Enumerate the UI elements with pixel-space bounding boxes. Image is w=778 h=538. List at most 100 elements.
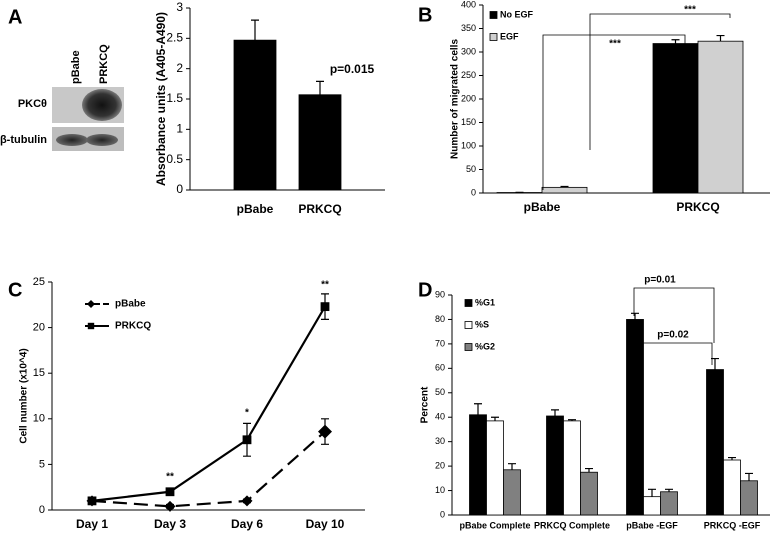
y-tick-label: 2.5 bbox=[166, 31, 183, 45]
legend-label: %S bbox=[475, 319, 489, 329]
western-blot: pBabe PRKCQ PKCθ β-tubulin bbox=[0, 44, 124, 151]
annotation: p=0.01 bbox=[644, 275, 676, 286]
y-tick-label: 1.5 bbox=[166, 91, 183, 105]
legend-marker bbox=[87, 322, 95, 330]
y-tick-label: 10 bbox=[33, 413, 45, 425]
blot-band bbox=[82, 89, 122, 121]
bar bbox=[546, 415, 564, 516]
legend-swatch bbox=[464, 343, 473, 351]
point bbox=[165, 487, 175, 497]
bar bbox=[652, 43, 699, 194]
bar bbox=[706, 369, 724, 516]
error-bar bbox=[491, 416, 499, 421]
legend-swatch bbox=[489, 11, 498, 19]
y-tick-label: 70 bbox=[435, 338, 445, 348]
significance-bracket bbox=[589, 13, 731, 150]
error-bar bbox=[665, 488, 673, 492]
bar bbox=[563, 420, 581, 516]
error-bar bbox=[716, 34, 725, 42]
x-tick-label: Day 10 bbox=[306, 517, 345, 531]
y-tick-label: 300 bbox=[461, 46, 476, 56]
error-bar bbox=[568, 419, 576, 421]
error-bar bbox=[508, 463, 516, 470]
error-bar bbox=[745, 472, 753, 481]
significance-bracket bbox=[633, 287, 715, 343]
y-tick-label: 5 bbox=[39, 458, 45, 470]
line bbox=[91, 430, 326, 508]
bar bbox=[486, 420, 504, 516]
point bbox=[318, 424, 332, 439]
blot-column-label: pBabe bbox=[70, 50, 82, 84]
error-bar bbox=[551, 409, 559, 416]
y-tick-label: 0 bbox=[471, 187, 476, 197]
annotation: *** bbox=[609, 39, 621, 50]
x-tick-label: Day 3 bbox=[154, 517, 186, 531]
x-tick-label: pBabe bbox=[524, 200, 561, 214]
legend-label: %G2 bbox=[475, 341, 495, 351]
point bbox=[320, 302, 330, 312]
annotation: *** bbox=[684, 5, 696, 16]
annotation: p=0.015 bbox=[330, 62, 375, 76]
y-tick-label: 200 bbox=[461, 93, 476, 103]
bar bbox=[469, 414, 487, 516]
y-tick-label: 0.5 bbox=[166, 152, 183, 166]
legend-label: PRKCQ bbox=[115, 321, 151, 332]
y-tick-label: 400 bbox=[461, 0, 476, 9]
x-tick-label: pBabe Complete bbox=[459, 520, 530, 530]
legend-swatch bbox=[489, 33, 498, 41]
legend-marker bbox=[87, 300, 95, 308]
panel-letter: A bbox=[8, 6, 22, 28]
bar bbox=[723, 459, 741, 516]
y-tick-label: 0 bbox=[440, 509, 445, 519]
y-tick-label: 20 bbox=[435, 460, 445, 470]
significance-bracket bbox=[635, 342, 713, 365]
error-bar bbox=[671, 39, 680, 44]
error-bar bbox=[728, 456, 736, 460]
point bbox=[241, 495, 253, 507]
panel-letter: D bbox=[418, 279, 432, 301]
bar bbox=[233, 39, 277, 191]
y-tick-label: 15 bbox=[33, 367, 45, 379]
y-tick-label: 0 bbox=[39, 504, 45, 516]
bar bbox=[697, 40, 744, 194]
x-tick-label: Day 6 bbox=[231, 517, 263, 531]
annotation: p=0.02 bbox=[657, 330, 689, 341]
panel-letter: B bbox=[418, 4, 432, 26]
bar bbox=[580, 471, 598, 516]
y-tick-label: 90 bbox=[435, 289, 445, 299]
y-tick-label: 0 bbox=[176, 182, 183, 196]
annotation: ** bbox=[166, 472, 174, 483]
bar bbox=[660, 491, 678, 516]
error-bar bbox=[560, 185, 569, 188]
blot-band bbox=[86, 134, 118, 146]
y-axis-label: Percent bbox=[420, 386, 431, 423]
legend-label: pBabe bbox=[115, 299, 146, 310]
x-tick-label: Day 1 bbox=[76, 517, 108, 531]
y-axis-label: Absorbance units (A405-A490) bbox=[154, 12, 168, 186]
x-tick-label: pBabe -EGF bbox=[626, 520, 678, 530]
x-tick-label: PRKCQ -EGF bbox=[704, 520, 761, 530]
legend-swatch bbox=[464, 321, 473, 329]
line bbox=[91, 306, 326, 502]
bar bbox=[626, 319, 644, 516]
y-tick-label: 30 bbox=[435, 436, 445, 446]
y-axis-label: Cell number (x10^4) bbox=[19, 348, 30, 443]
y-tick-label: 50 bbox=[466, 164, 476, 174]
blot-row-label: β-tubulin bbox=[0, 134, 47, 146]
x-tick-label: pBabe bbox=[237, 202, 274, 216]
bar bbox=[740, 480, 758, 516]
error-bar bbox=[316, 80, 324, 95]
bar bbox=[298, 94, 342, 191]
y-axis-label: Number of migrated cells bbox=[450, 39, 461, 159]
point bbox=[164, 500, 176, 512]
error-bar bbox=[631, 312, 639, 320]
point bbox=[242, 435, 252, 445]
annotation: * bbox=[245, 408, 249, 419]
blot-column-label: PRKCQ bbox=[98, 44, 110, 84]
annotation: ** bbox=[321, 280, 329, 291]
y-tick-label: 3 bbox=[176, 0, 183, 14]
x-tick-label: PRKCQ bbox=[676, 200, 719, 214]
y-tick-label: 50 bbox=[435, 387, 445, 397]
x-tick-label: PRKCQ bbox=[298, 202, 341, 216]
